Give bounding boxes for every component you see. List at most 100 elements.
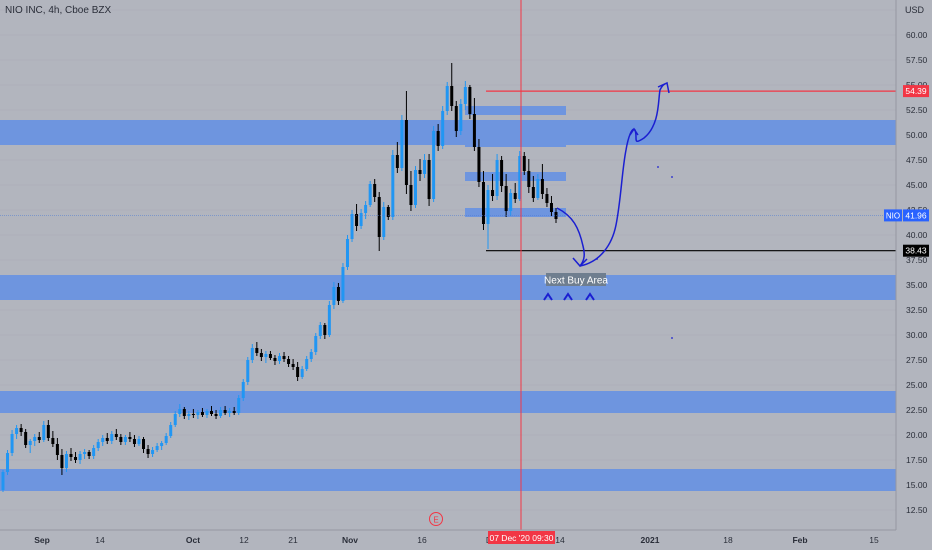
candle: [463, 81, 467, 110]
candle-body: [228, 411, 232, 413]
candle: [74, 452, 78, 463]
candle-body: [273, 358, 277, 361]
candle-body: [549, 203, 553, 212]
candle: [241, 379, 245, 401]
candle: [259, 349, 263, 361]
candle: [146, 445, 150, 458]
candle: [169, 422, 173, 438]
candle-body: [6, 453, 10, 472]
candle-body: [37, 437, 41, 440]
candle-body: [92, 448, 96, 456]
chart-title: NIO INC, 4h, Cboe BZX: [5, 5, 112, 16]
candle-body: [536, 179, 540, 198]
candle-body: [472, 114, 476, 147]
candle-body: [350, 214, 354, 239]
candle-body: [527, 171, 531, 187]
candle: [42, 421, 46, 442]
candle: [468, 85, 472, 119]
candle: [359, 209, 363, 229]
candle-body: [513, 193, 517, 199]
candle-body: [359, 213, 363, 226]
candle: [110, 431, 114, 444]
candle: [291, 359, 295, 370]
candle: [287, 356, 291, 367]
candle: [151, 447, 155, 457]
zone-band: [0, 469, 900, 491]
drawn-arrowhead-zone: [629, 127, 639, 136]
time-axis[interactable]: Sep14Oct1221Nov16D14202118Feb1507 Dec '2…: [0, 529, 896, 550]
price-label-text: 54.39: [905, 86, 927, 96]
candle: [355, 204, 359, 231]
candle-body: [495, 160, 499, 196]
candle: [46, 420, 50, 441]
candle-body: [96, 442, 100, 448]
y-tick-label: 50.00: [906, 130, 928, 140]
symbol-label-text: NIO: [886, 211, 900, 220]
candle-body: [151, 450, 155, 454]
candle: [219, 407, 223, 418]
candle: [300, 366, 304, 379]
candle: [187, 411, 191, 420]
candle: [518, 151, 522, 201]
candle-body: [287, 359, 291, 364]
candle: [436, 124, 440, 151]
candle: [137, 436, 141, 446]
candle-body: [237, 398, 241, 413]
candle: [386, 205, 390, 220]
candle: [500, 156, 504, 192]
candle: [60, 449, 64, 475]
candle: [33, 434, 37, 446]
candle: [64, 451, 68, 472]
candle: [237, 395, 241, 415]
candle: [268, 351, 272, 360]
candle-body: [314, 336, 318, 352]
y-tick-label: 47.50: [906, 155, 928, 165]
candle-body: [10, 434, 14, 453]
y-tick-label: 27.50: [906, 355, 928, 365]
candle: [214, 410, 218, 419]
y-tick-label: 52.50: [906, 105, 928, 115]
candle: [164, 433, 168, 445]
y-tick-label: 57.50: [906, 55, 928, 65]
stray-dot: [596, 258, 598, 260]
candle: [495, 154, 499, 200]
candle-body: [545, 194, 549, 203]
last-price-label-box: [903, 209, 929, 222]
candle: [228, 408, 232, 417]
candle-body: [296, 367, 300, 377]
y-tick-label: 60.00: [906, 30, 928, 40]
candle-body: [341, 267, 345, 301]
candle-body: [481, 182, 485, 224]
price-axis[interactable]: 12.50 15.00 17.50 20.00 22.50 25.00 27.50 30.00…: [884, 0, 932, 550]
support-resistance-zones: [0, 120, 900, 491]
candle-body: [332, 287, 336, 305]
candle: [504, 174, 508, 217]
candle-body: [309, 352, 313, 359]
candle-body: [137, 439, 141, 444]
candle-body: [160, 443, 164, 446]
earnings-event-marker[interactable]: E: [429, 512, 443, 526]
candle: [459, 99, 463, 135]
candle-body: [486, 190, 490, 224]
candle: [427, 154, 431, 206]
zone-band: [0, 275, 900, 300]
y-tick-label: 25.00: [906, 380, 928, 390]
candle-body: [336, 287, 340, 301]
candle: [536, 174, 540, 200]
candle-body: [110, 434, 114, 441]
candle-body: [413, 170, 417, 205]
candle: [78, 451, 82, 464]
candle-body: [187, 414, 191, 416]
candle-body: [196, 412, 200, 415]
candle-body: [114, 434, 118, 437]
candle: [101, 435, 105, 446]
candle: [423, 154, 427, 178]
candle-body: [382, 207, 386, 237]
candle: [6, 450, 10, 475]
candle-body: [468, 87, 472, 114]
next-buy-area-label[interactable]: Next Buy Area: [544, 273, 608, 287]
candle-body: [400, 120, 404, 168]
candle-body: [128, 437, 132, 439]
drawn-arrowhead-up: [657, 81, 670, 94]
